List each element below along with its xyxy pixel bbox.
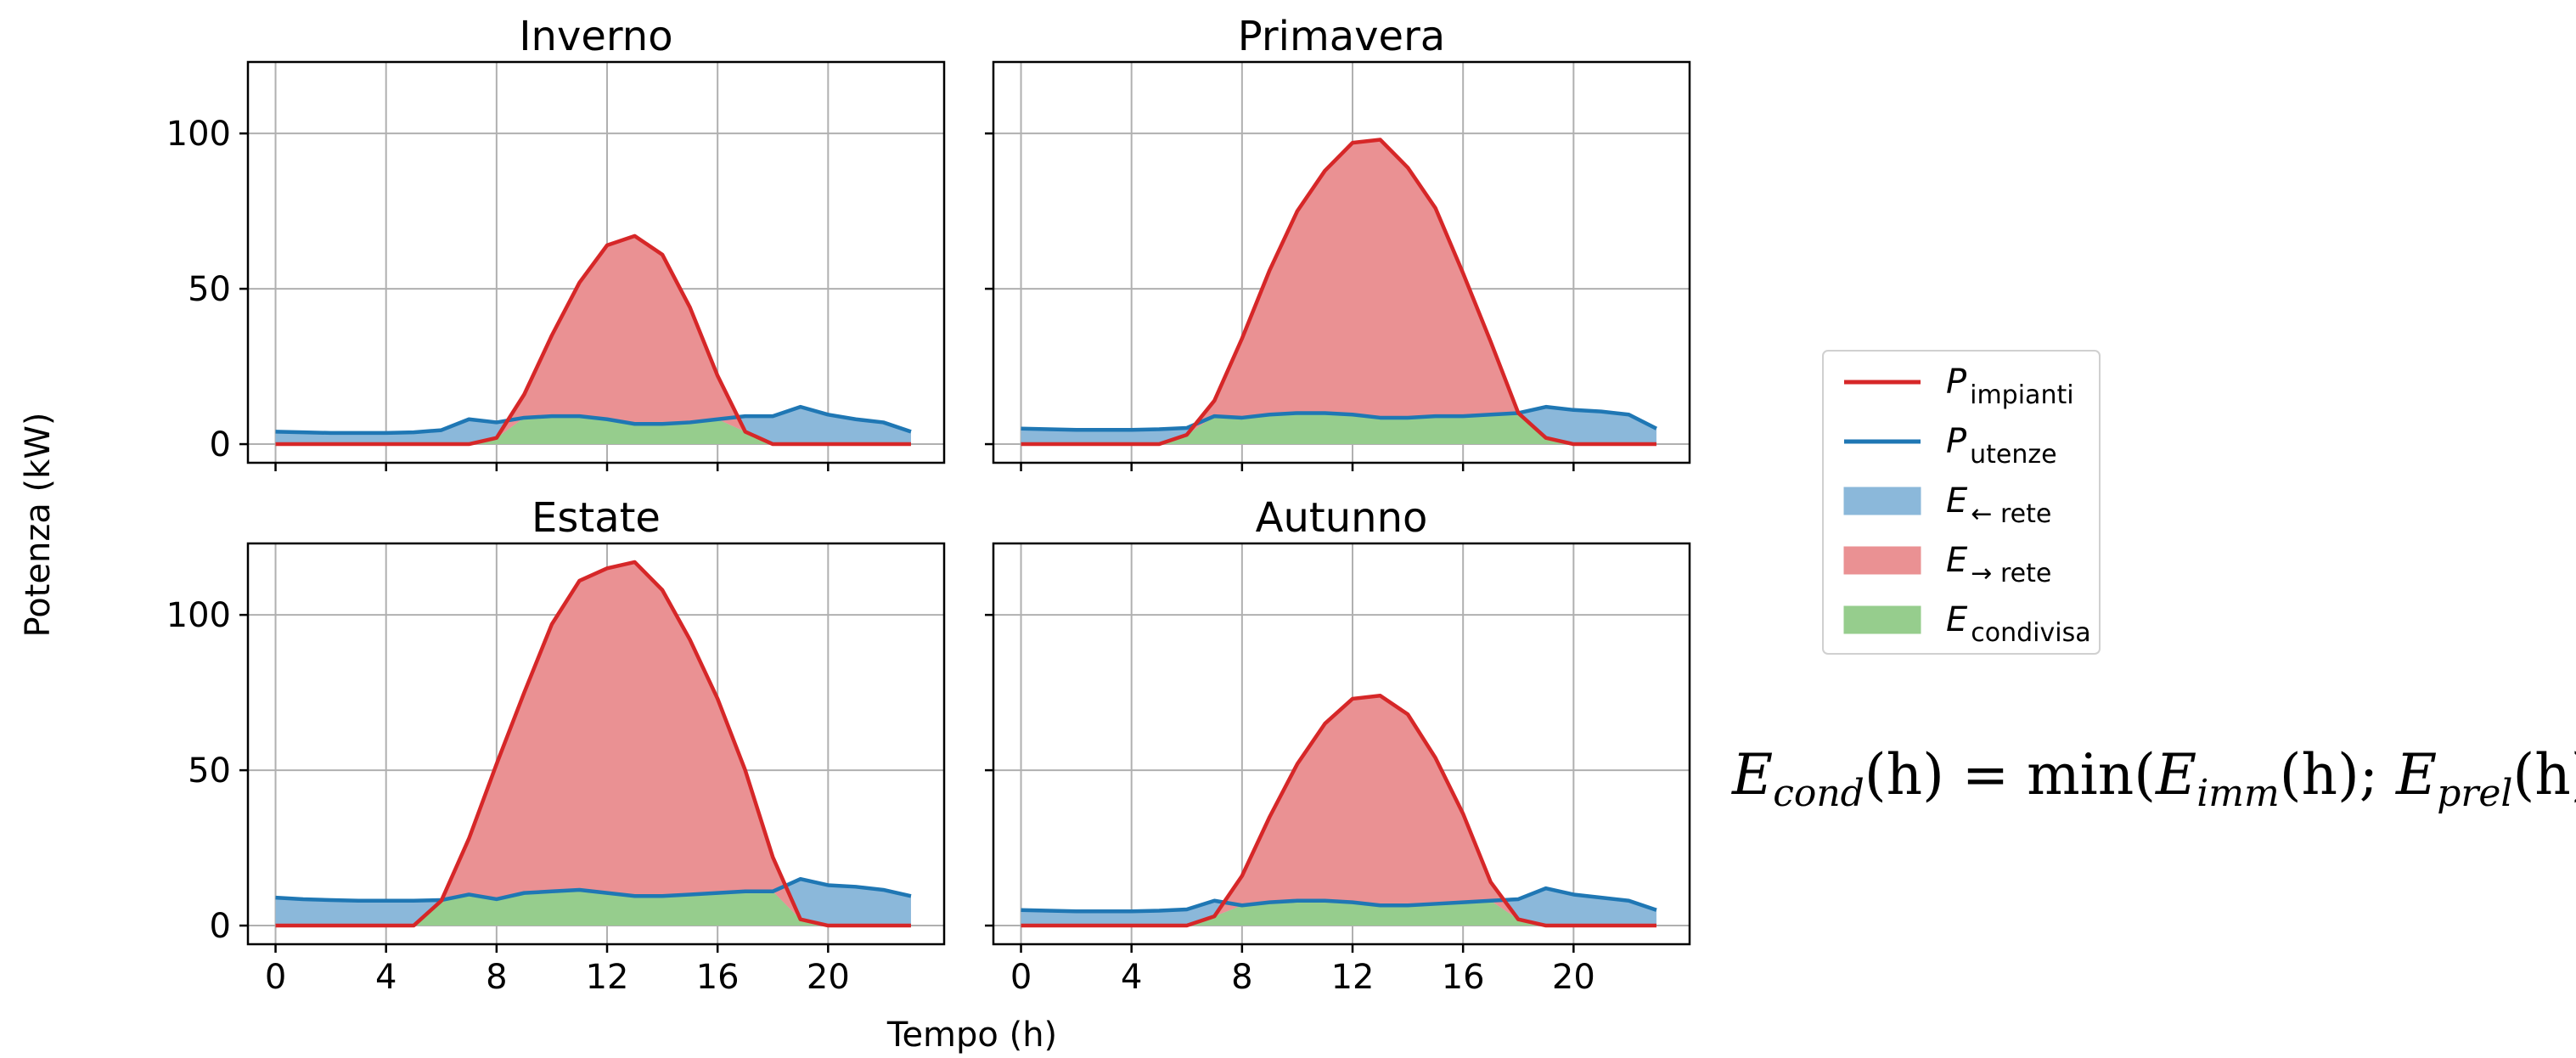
formula-e1-sub: imm xyxy=(2196,772,2280,815)
legend-item-prelievo: E ← rete xyxy=(1843,481,2051,529)
x-axis-label: Tempo (h) xyxy=(886,1016,1057,1055)
line-p-utenze xyxy=(1021,886,1657,914)
panel-title: Autunno xyxy=(1256,494,1428,542)
line-p-utenze xyxy=(275,876,912,903)
area-immissione-rete xyxy=(1021,695,1656,926)
legend-label: E ← rete xyxy=(1946,481,2051,529)
legend-patch-swatch xyxy=(1843,487,1921,515)
axes-frame xyxy=(246,60,946,464)
panel-primavera: Primavera xyxy=(985,13,1691,471)
formula-e1-symbol: E xyxy=(2155,742,2196,808)
area-prelievo-rete xyxy=(1021,888,1656,926)
y-tick-label: 100 xyxy=(166,596,231,635)
legend-patch-swatch xyxy=(1843,605,1921,634)
x-tick-label: 20 xyxy=(807,958,850,997)
x-tick-label: 8 xyxy=(486,958,507,997)
formula-e2-sub: prel xyxy=(2437,772,2512,815)
panel-autunno: 0 4 8 12 16 20 Autunno xyxy=(985,494,1691,997)
legend-item-immissione: E → rete xyxy=(1843,541,2051,588)
plot-area xyxy=(275,234,912,447)
subplot-grid: 0 50 100 Inverno Primavera 0 4 8 12 16 20 0 50 100 Est… xyxy=(166,13,1691,997)
legend-label: E → rete xyxy=(1946,541,2051,588)
x-tick-label: 0 xyxy=(1010,958,1032,997)
axes-frame xyxy=(992,542,1691,946)
x-tick-label: 20 xyxy=(1552,958,1595,997)
y-tick-label: 0 xyxy=(210,907,231,946)
svg-text:Econd(h) = min(Eimm(h); Eprel(: Econd(h) = min(Eimm(h); Eprel(h)) xyxy=(1731,742,2576,815)
area-prelievo-rete xyxy=(1021,407,1656,445)
panel-inverno: 0 50 100 Inverno xyxy=(166,13,946,471)
x-tick-label: 0 xyxy=(265,958,286,997)
formula-lhs-symbol: E xyxy=(1731,742,1773,808)
formula-arg: (h) = min( xyxy=(1865,742,2156,808)
x-tick-label: 12 xyxy=(586,958,629,997)
area-condivisa xyxy=(1021,413,1656,445)
legend-frame xyxy=(1822,350,2101,655)
x-tick-label: 4 xyxy=(1121,958,1142,997)
y-tick-label: 50 xyxy=(188,751,231,791)
line-p-impianti xyxy=(1021,138,1656,447)
x-tick-label: 8 xyxy=(1231,958,1252,997)
x-tick-label: 12 xyxy=(1331,958,1375,997)
y-tick-label: 100 xyxy=(166,115,231,154)
y-tick-label: 50 xyxy=(188,270,231,309)
axes-frame xyxy=(246,542,946,946)
area-condivisa xyxy=(275,889,911,926)
panel-title: Primavera xyxy=(1238,13,1445,60)
plot-area xyxy=(1021,694,1657,928)
y-axis-label: Potenza (kW) xyxy=(19,413,58,638)
formula-mid: (h); xyxy=(2280,742,2396,808)
panel-title: Inverno xyxy=(519,13,672,60)
x-tick-label: 4 xyxy=(375,958,397,997)
legend-patch-swatch xyxy=(1843,546,1921,575)
area-immissione-rete xyxy=(275,561,911,926)
area-immissione-rete xyxy=(275,235,911,445)
line-p-impianti xyxy=(275,560,911,928)
line-p-impianti xyxy=(275,234,911,447)
x-tick-label: 16 xyxy=(696,958,740,997)
line-p-utenze xyxy=(1021,404,1657,432)
y-tick-label: 0 xyxy=(210,425,231,464)
formula-e2-symbol: E xyxy=(2395,742,2437,808)
area-condivisa xyxy=(275,416,911,445)
panel-estate: 0 4 8 12 16 20 0 50 100 Estate xyxy=(166,494,946,997)
line-p-impianti xyxy=(1021,694,1656,928)
plot-area xyxy=(1021,138,1657,447)
area-immissione-rete xyxy=(1021,139,1656,445)
x-tick-label: 16 xyxy=(1442,958,1485,997)
formula-lhs-sub: cond xyxy=(1773,772,1865,815)
panel-title: Estate xyxy=(532,494,661,542)
plot-area xyxy=(275,560,912,928)
axes-frame xyxy=(992,60,1691,464)
area-condivisa xyxy=(1021,900,1656,926)
line-p-utenze xyxy=(275,404,912,436)
formula-end: (h)) xyxy=(2513,742,2576,808)
formula-econd: Econd(h) = min(Eimm(h); Eprel(h)) xyxy=(1731,742,2576,815)
